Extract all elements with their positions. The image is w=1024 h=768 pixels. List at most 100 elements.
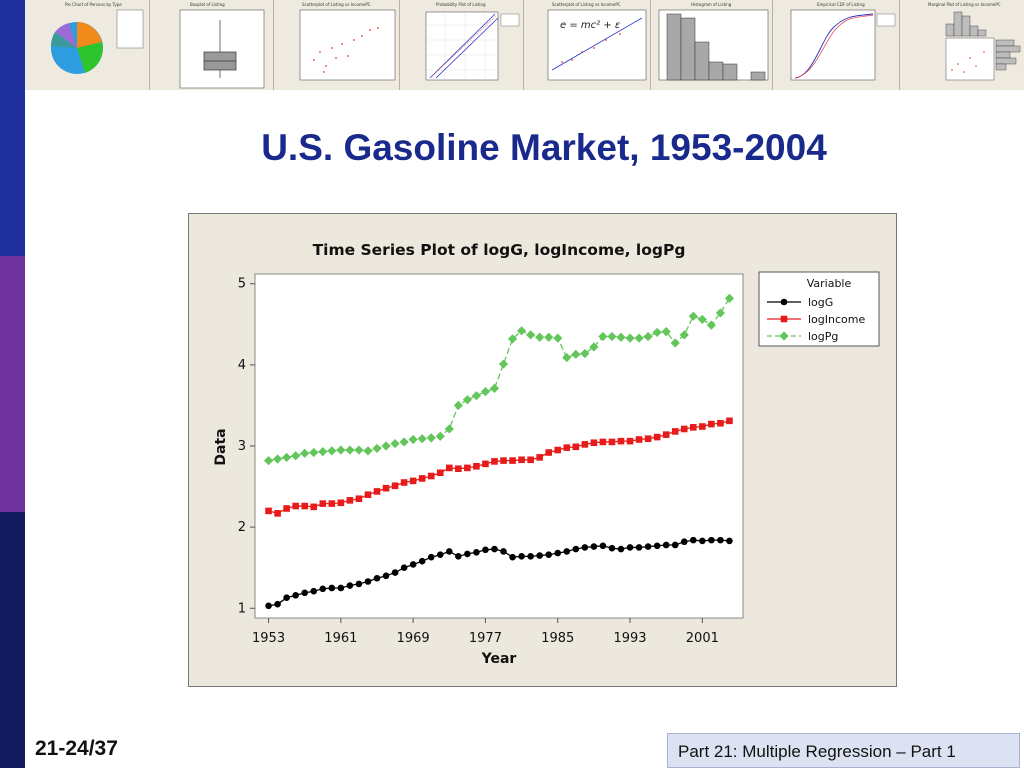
data-point-logG [699, 537, 706, 545]
data-point-logG [671, 541, 679, 549]
data-point-logPg [580, 348, 590, 359]
data-point-logPg [498, 359, 509, 369]
thumbnail-marginal-plot-title: Marginal Plot of Listing vs IncomePC [928, 2, 1001, 7]
data-point-logPg [426, 433, 436, 443]
data-point-logPg [670, 338, 680, 348]
data-point-logIncome [527, 456, 534, 464]
data-point-logPg [381, 441, 391, 451]
data-point-logG [680, 538, 688, 546]
chart-title: Time Series Plot of logG, logIncome, log… [313, 241, 686, 259]
thumbnail-scatterplot-title: Scatterplot of Listing vs IncomePC [302, 2, 371, 7]
data-point-logG [274, 600, 281, 608]
data-point-logIncome [608, 438, 616, 446]
data-point-logPg [535, 332, 545, 342]
data-point-logG [400, 564, 408, 571]
data-point-logG [608, 544, 616, 552]
data-point-logG [572, 545, 580, 553]
legend-marker-logIncome [780, 315, 788, 323]
data-point-logG [509, 553, 516, 561]
data-point-logIncome [644, 435, 652, 442]
thumbnail-boxplot-image: Boxplot of Listing [179, 2, 265, 89]
data-point-logIncome [391, 482, 399, 490]
data-point-logIncome [653, 433, 661, 441]
data-point-logG [500, 548, 507, 555]
data-point-logPg [679, 330, 689, 340]
thumbnail-fitted-line-title: Scatterplot of Listing vs IncomePC [552, 2, 621, 7]
data-point-logG [518, 553, 525, 560]
data-point-logG [662, 541, 670, 549]
data-point-logIncome [518, 456, 525, 464]
thumbnail-scatterplot: Scatterplot of Listing vs IncomePC [274, 0, 400, 90]
thumbnail-pie-chart-image: Pie Chart of Persons by Type [50, 2, 144, 74]
data-point-logIncome [464, 464, 471, 472]
data-point-logPg [417, 434, 427, 444]
footer-text: Part 21: Multiple Regression – Part 1 [678, 742, 956, 761]
x-axis-label: Year [481, 651, 517, 667]
data-point-logG [455, 553, 462, 560]
data-point-logG [635, 544, 643, 551]
data-point-logPg [453, 400, 463, 411]
y-tick-label: 2 [238, 520, 246, 535]
thumbnail-cdf-image: Empirical CDF of Listing [790, 2, 896, 81]
data-point-logG [328, 584, 336, 592]
data-point-logIncome [346, 497, 354, 504]
data-point-logIncome [662, 431, 670, 438]
data-point-logIncome [581, 441, 589, 448]
data-point-logG [617, 545, 625, 553]
y-tick-label: 3 [238, 439, 246, 454]
y-tick-label: 1 [238, 601, 246, 616]
data-point-logIncome [373, 488, 381, 495]
data-point-logIncome [364, 491, 372, 498]
data-point-logIncome [292, 502, 299, 510]
data-point-logIncome [563, 444, 571, 451]
data-point-logIncome [400, 479, 408, 486]
data-point-logIncome [445, 464, 453, 472]
legend: Variable logG logIncome logPg [758, 271, 880, 347]
x-tick-label: 1985 [541, 631, 574, 646]
data-point-logIncome [491, 458, 498, 465]
data-point-logIncome [382, 484, 390, 492]
data-point-logPg [634, 333, 644, 343]
data-point-logPg [390, 438, 400, 449]
data-point-logIncome [617, 437, 625, 445]
legend-label-logPg: logPg [808, 330, 838, 343]
data-point-logIncome [337, 499, 345, 507]
legend-title: Variable [807, 277, 852, 290]
thumbnail-histogram-title: Histogram of Listing [691, 2, 732, 7]
data-point-logIncome [726, 417, 733, 425]
data-point-logIncome [545, 449, 553, 456]
data-point-logPg [661, 327, 671, 337]
data-point-logIncome [590, 439, 598, 447]
thumbnail-empirical-cdf: Empirical CDF of Listing [773, 0, 900, 90]
slide-title: U.S. Gasoline Market, 1953-2004 [261, 127, 827, 168]
thumbnail-marginal-plot: Marginal Plot of Listing vs IncomePC [900, 0, 1024, 90]
data-point-logG [418, 557, 426, 565]
data-point-logG [373, 574, 381, 582]
data-point-logPg [616, 332, 626, 342]
data-point-logIncome [328, 500, 336, 507]
data-point-logPg [589, 342, 599, 352]
data-point-logG [527, 553, 534, 560]
data-point-logPg [697, 314, 707, 325]
data-point-logPg [652, 327, 662, 338]
data-point-logIncome [689, 424, 697, 431]
x-tick-label: 1993 [613, 631, 646, 646]
series-logIncome [265, 417, 733, 517]
thumbnail-pie-chart-title: Pie Chart of Persons by Type [65, 2, 122, 7]
data-point-logG [265, 602, 272, 610]
data-point-logG [482, 546, 489, 554]
y-tick-label: 5 [238, 277, 246, 292]
thumbnail-strip: Pie Chart of Persons by Type Boxplot of … [25, 0, 1024, 90]
x-tick-label: 1961 [324, 631, 357, 646]
data-point-logG [346, 582, 354, 589]
data-point-logIncome [500, 457, 507, 464]
x-tick-label: 1953 [252, 631, 285, 646]
data-point-logG [554, 549, 562, 557]
thumbnail-equation: e = mc² + ε [560, 20, 621, 31]
data-point-logIncome [427, 472, 435, 480]
data-point-logG [283, 594, 290, 602]
thumbnail-histogram-image: Histogram of Listing [658, 2, 769, 81]
data-point-logIncome [283, 505, 290, 512]
data-point-logG [382, 572, 390, 580]
x-tick-label: 2001 [686, 631, 719, 646]
